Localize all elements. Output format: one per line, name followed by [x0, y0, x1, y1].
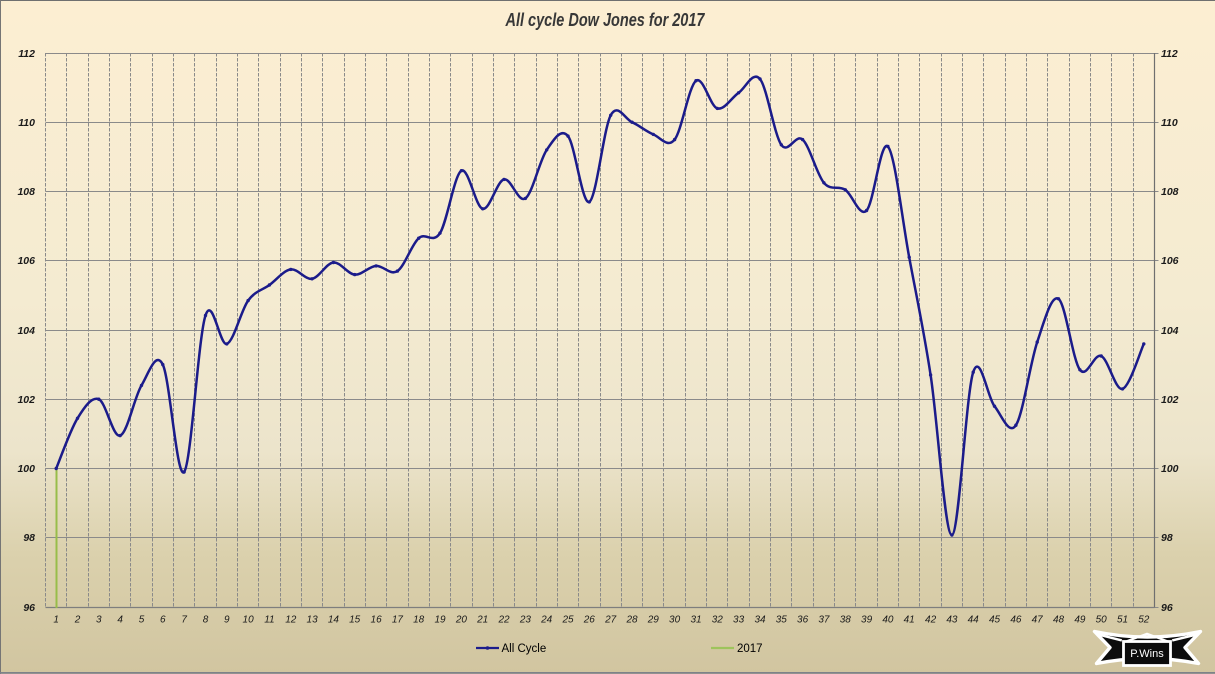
svg-text:108: 108 — [1161, 186, 1179, 198]
svg-text:49: 49 — [1074, 614, 1086, 625]
svg-text:37: 37 — [818, 614, 830, 625]
svg-text:26: 26 — [583, 614, 596, 625]
svg-text:7: 7 — [181, 614, 187, 625]
svg-text:98: 98 — [23, 532, 35, 544]
svg-text:3: 3 — [96, 614, 102, 625]
svg-text:50: 50 — [1096, 614, 1108, 625]
svg-text:4: 4 — [117, 614, 123, 625]
svg-text:28: 28 — [625, 614, 638, 625]
svg-text:40: 40 — [882, 614, 894, 625]
svg-text:17: 17 — [392, 614, 404, 625]
svg-text:5: 5 — [139, 614, 145, 625]
svg-text:104: 104 — [1161, 325, 1179, 337]
svg-text:20: 20 — [455, 614, 468, 625]
svg-text:96: 96 — [1161, 602, 1173, 614]
svg-text:104: 104 — [17, 325, 35, 337]
svg-text:33: 33 — [733, 614, 745, 625]
svg-text:19: 19 — [434, 614, 446, 625]
svg-text:24: 24 — [540, 614, 553, 625]
svg-text:16: 16 — [371, 614, 383, 625]
svg-text:102: 102 — [17, 394, 35, 406]
svg-text:10: 10 — [243, 614, 255, 625]
svg-text:51: 51 — [1117, 614, 1128, 625]
svg-text:48: 48 — [1053, 614, 1065, 625]
svg-text:42: 42 — [925, 614, 937, 625]
svg-text:21: 21 — [476, 614, 488, 625]
svg-text:35: 35 — [776, 614, 788, 625]
svg-text:14: 14 — [328, 614, 340, 625]
svg-text:13: 13 — [307, 614, 319, 625]
svg-text:11: 11 — [264, 614, 274, 625]
svg-text:110: 110 — [18, 117, 35, 129]
svg-text:9: 9 — [224, 614, 230, 625]
svg-text:29: 29 — [647, 614, 660, 625]
svg-text:23: 23 — [519, 614, 532, 625]
svg-text:8: 8 — [203, 614, 209, 625]
svg-text:46: 46 — [1010, 614, 1022, 625]
svg-text:34: 34 — [754, 614, 766, 625]
svg-text:2017: 2017 — [737, 643, 763, 655]
svg-text:44: 44 — [968, 614, 980, 625]
svg-text:1: 1 — [53, 614, 59, 625]
svg-text:30: 30 — [669, 614, 681, 625]
svg-text:All Cycle: All Cycle — [502, 643, 547, 655]
svg-text:6: 6 — [160, 614, 166, 625]
svg-text:100: 100 — [17, 463, 35, 475]
svg-text:41: 41 — [904, 614, 915, 625]
svg-text:15: 15 — [349, 614, 361, 625]
svg-text:38: 38 — [840, 614, 852, 625]
svg-text:106: 106 — [17, 255, 35, 267]
svg-text:31: 31 — [690, 614, 701, 625]
svg-text:100: 100 — [1161, 463, 1179, 475]
svg-text:106: 106 — [1161, 255, 1179, 267]
svg-text:27: 27 — [604, 614, 617, 625]
svg-text:98: 98 — [1161, 532, 1173, 544]
svg-text:47: 47 — [1032, 614, 1044, 625]
svg-text:45: 45 — [989, 614, 1001, 625]
svg-text:112: 112 — [18, 48, 35, 60]
svg-text:39: 39 — [861, 614, 873, 625]
svg-text:110: 110 — [1161, 117, 1178, 129]
svg-text:2: 2 — [74, 614, 81, 625]
svg-text:112: 112 — [1161, 48, 1178, 60]
svg-text:P.Wins: P.Wins — [1130, 648, 1164, 660]
svg-text:18: 18 — [413, 614, 425, 625]
svg-text:36: 36 — [797, 614, 809, 625]
svg-text:25: 25 — [561, 614, 574, 625]
svg-text:108: 108 — [17, 186, 35, 198]
svg-text:All cycle Dow Jones for 2017: All cycle Dow Jones for 2017 — [505, 10, 706, 30]
svg-text:43: 43 — [946, 614, 958, 625]
svg-text:96: 96 — [23, 602, 35, 614]
svg-text:22: 22 — [497, 614, 510, 625]
svg-text:102: 102 — [1161, 394, 1179, 406]
svg-text:32: 32 — [712, 614, 724, 625]
svg-text:52: 52 — [1138, 614, 1150, 625]
svg-text:12: 12 — [285, 614, 297, 625]
